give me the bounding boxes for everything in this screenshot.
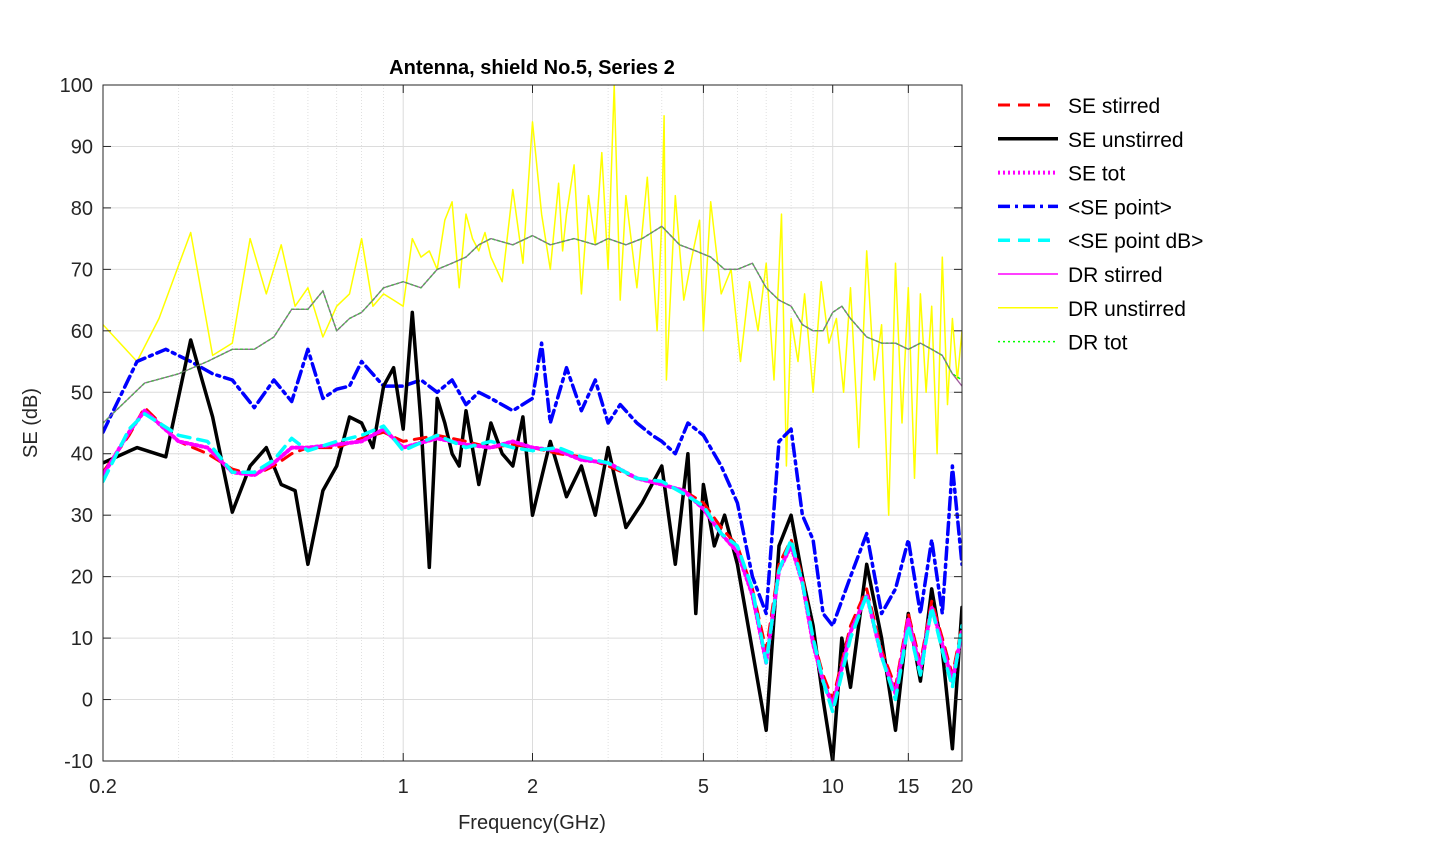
y-tick-label: 100 [60,75,93,97]
y-axis-label: SE (dB) [20,388,42,458]
series-line-se-point [103,341,962,628]
legend-label: <SE point dB> [1068,230,1203,253]
y-tick-label: 0 [82,690,93,712]
y-tick-label: 20 [71,567,93,589]
legend-label: <SE point> [1068,196,1172,219]
y-tick-label: 80 [71,198,93,220]
chart-title: Antenna, shield No.5, Series 2 [389,57,675,79]
x-axis-label: Frequency(GHz) [458,812,606,834]
y-tick-label: 60 [71,321,93,343]
y-tick-label: 40 [71,444,93,466]
x-tick-label: 2 [527,776,538,798]
series-line-se-point-db [103,412,962,714]
legend: SE stirred SE unstirred SE tot <SE point> <S… [998,95,1203,355]
series-line-se-unstirred [103,310,962,761]
y-tick-label: 30 [71,505,93,527]
legend-label: DR stirred [1068,264,1163,287]
legend-label: SE tot [1068,163,1125,186]
x-tick-label: 15 [897,776,919,798]
y-tick-label: 90 [71,136,93,158]
y-tick-label: -10 [64,751,93,773]
x-tick-label: 10 [822,776,844,798]
legend-label: SE unstirred [1068,129,1184,152]
x-tick-label: 0.2 [89,776,117,798]
series-overlay-dr [103,225,962,424]
y-tick-label: 10 [71,628,93,650]
y-tick-label: 70 [71,259,93,281]
legend-label: DR unstirred [1068,298,1186,321]
y-tick-label: 50 [71,382,93,404]
x-tick-label: 5 [698,776,709,798]
x-tick-labels: 0.2 1 2 5 10 15 20 [89,776,973,798]
legend-label: SE stirred [1068,95,1160,118]
series-layer [103,85,962,761]
x-tick-label: 1 [398,776,409,798]
x-tick-label: 20 [951,776,973,798]
ticks-layer [102,84,963,762]
legend-label: DR tot [1068,332,1128,355]
y-tick-labels: -10 0 10 20 30 40 50 60 70 80 90 100 [60,75,93,773]
series-line-dr-unstirred [103,85,962,516]
